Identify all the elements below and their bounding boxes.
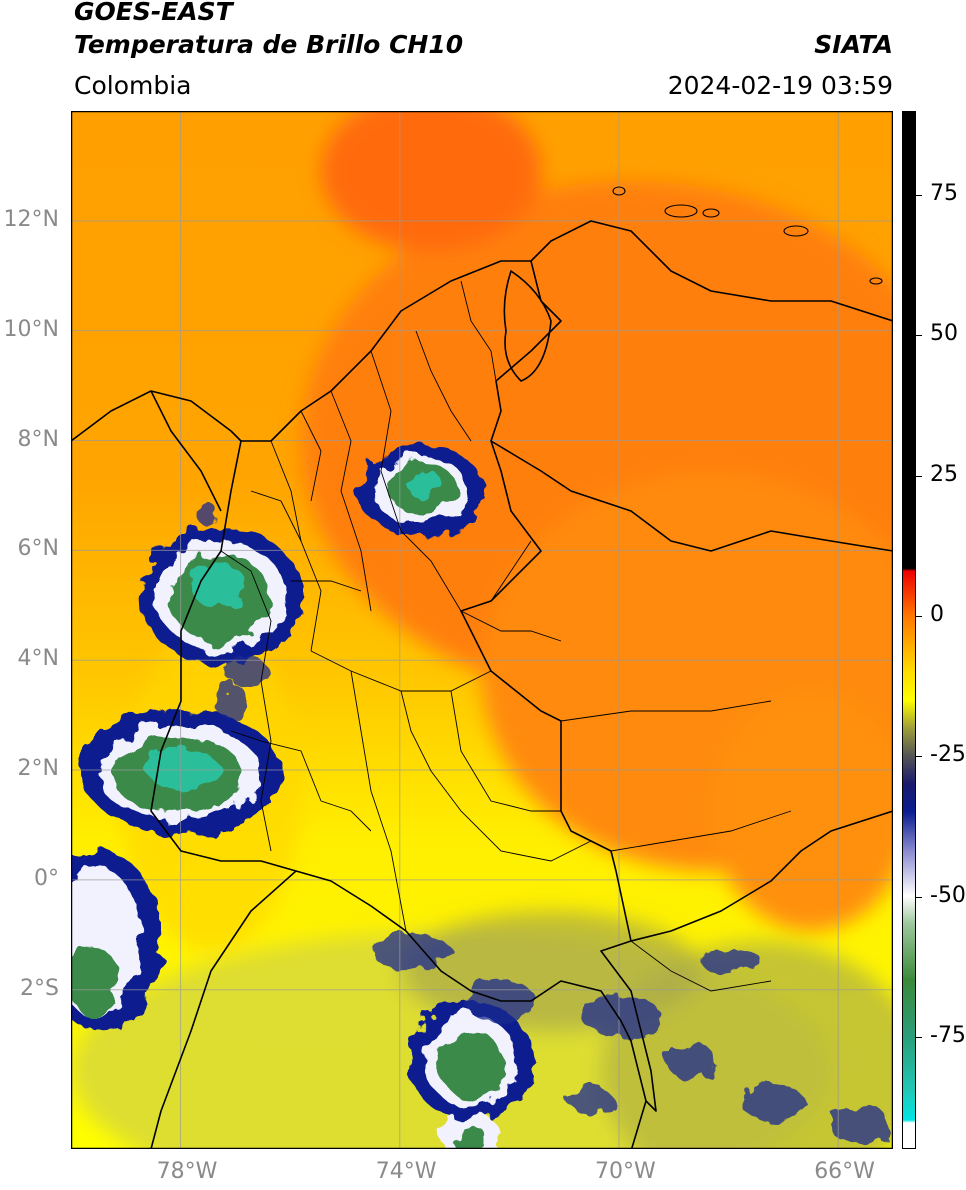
colorbar-tick-mark [916, 335, 922, 337]
colorbar-tick-label: -75 [930, 1022, 966, 1048]
colorbar-tick-label: 75 [930, 181, 958, 207]
colorbar-tick-mark [916, 615, 922, 617]
department-borders [220, 280, 792, 992]
agency-label: SIATA [814, 30, 893, 59]
lon-tick-label: 78°W [156, 1159, 218, 1184]
datetime-label: 2024-02-19 03:59 [667, 71, 893, 100]
colorbar-tick-label: -50 [930, 882, 966, 908]
colorbar [902, 111, 916, 1149]
colorbar-tick-mark [916, 1036, 922, 1038]
colorbar-tick-label: 25 [930, 461, 958, 487]
lat-tick-label: 2°S [20, 975, 59, 1001]
brazil-border [630, 810, 893, 1149]
lon-tick-label: 66°W [814, 1159, 875, 1184]
colorbar-tick-mark [916, 896, 922, 898]
lat-tick-label: 12°N [3, 206, 59, 232]
peru-border [150, 870, 297, 1149]
lat-tick-label: 2°N [17, 756, 59, 782]
caribbean-islands [612, 186, 883, 285]
colorbar-tick-label: -25 [930, 742, 966, 768]
colorbar-tick-label: 0 [930, 601, 944, 627]
region-label: Colombia [74, 71, 192, 100]
country-borders [71, 220, 893, 1149]
lat-tick-label: 8°N [17, 426, 59, 452]
colorbar-tick-mark [916, 475, 922, 477]
lat-tick-label: 6°N [17, 536, 59, 562]
lake-maracaibo [503, 270, 552, 382]
lon-tick-label: 74°W [375, 1159, 437, 1184]
storm-cell-santander [357, 446, 485, 536]
colorbar-tick-label: 50 [930, 321, 958, 347]
colombia-border [150, 260, 657, 1112]
brightness-temperature-map [71, 111, 893, 1149]
product-title: Temperatura de Brillo CH10 [74, 30, 464, 59]
satellite-title: GOES-EAST [74, 0, 233, 26]
colorbar-tick-mark [916, 195, 922, 197]
lat-tick-label: 4°N [17, 646, 59, 672]
storm-cell-ecuador [71, 851, 161, 1031]
storm-cell-amazon [409, 1001, 533, 1149]
venezuela-border [490, 220, 893, 552]
lat-tick-label: 10°N [3, 316, 59, 342]
lat-tick-label: 0° [34, 865, 59, 891]
map-gridlines [71, 111, 893, 1149]
panama-border [71, 390, 242, 512]
colorbar-tick-mark [916, 756, 922, 758]
storm-cells [71, 446, 891, 1149]
lon-tick-label: 70°W [595, 1159, 656, 1184]
